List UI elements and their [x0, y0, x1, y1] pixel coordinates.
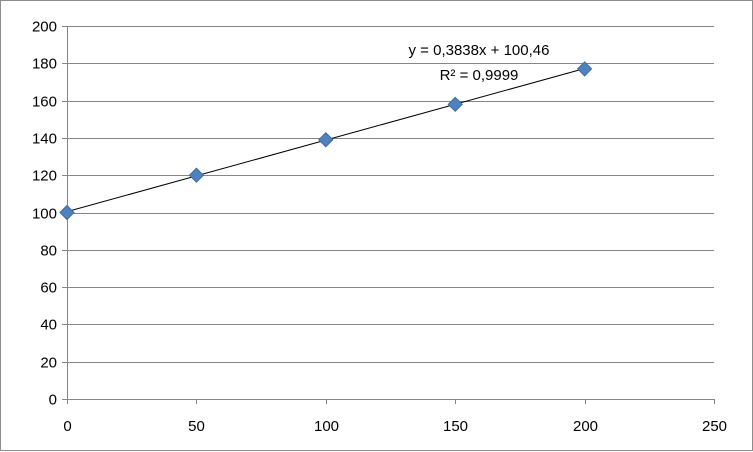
data-point: [59, 204, 75, 221]
x-tick-labels: 0 50 100 150 200 250: [63, 418, 727, 435]
y-tick-label: 60: [40, 280, 57, 297]
data-point: [188, 167, 205, 183]
data-point: [576, 61, 593, 77]
y-tick-label: 200: [32, 19, 57, 36]
y-tick-label: 100: [32, 206, 57, 223]
x-tick-label: 0: [63, 418, 71, 435]
y-tick-label: 0: [49, 392, 57, 409]
y-tick-label: 80: [40, 243, 57, 260]
y-tick-label: 40: [40, 317, 57, 334]
x-tick-label: 250: [702, 418, 727, 435]
axes: [62, 26, 715, 404]
y-tick-label: 20: [40, 355, 57, 372]
y-tick-label: 160: [32, 94, 57, 111]
data-points: [59, 61, 593, 221]
y-tick-labels: 0 20 40 60 80 100 120 140 160 180 200: [32, 19, 57, 409]
y-tick-label: 120: [32, 168, 57, 185]
data-point: [318, 132, 334, 148]
x-tick-label: 100: [314, 418, 339, 435]
data-point: [447, 96, 463, 113]
grid-lines: [67, 26, 714, 363]
x-tick-label: 50: [188, 418, 205, 435]
x-tick-label: 200: [573, 418, 598, 435]
x-tick-label: 150: [443, 418, 468, 435]
y-tick-label: 140: [32, 131, 57, 148]
trendline-equation-label: y = 0,3838x + 100,46: [409, 42, 550, 59]
trendline-r2-label: R² = 0,9999: [440, 67, 519, 84]
y-tick-label: 180: [32, 56, 57, 73]
